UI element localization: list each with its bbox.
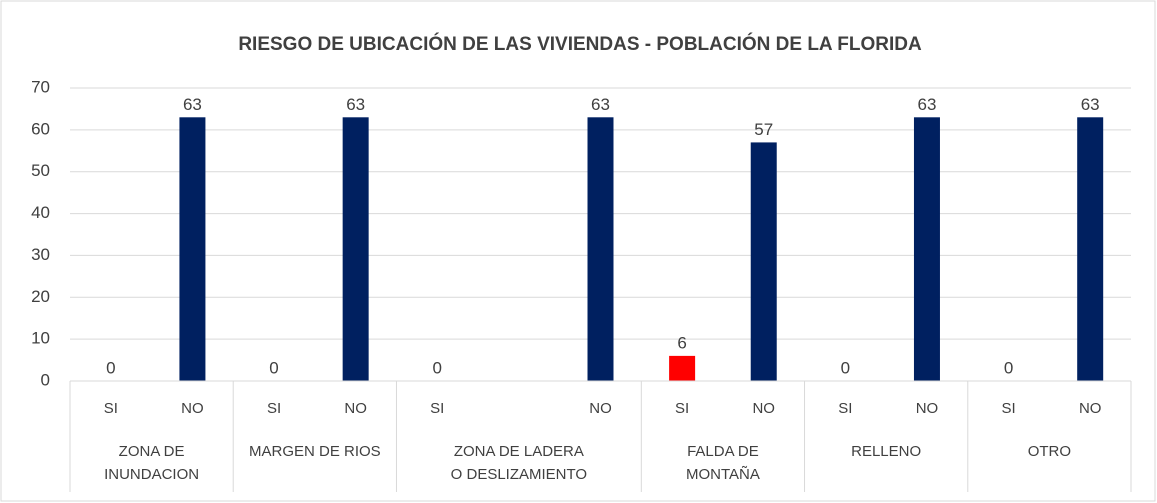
y-tick-label: 50 [31, 161, 50, 180]
bar [342, 117, 369, 382]
x-tick-label: SI [267, 400, 281, 417]
y-tick-label: 40 [31, 203, 50, 222]
y-tick-label: 20 [31, 287, 50, 306]
x-tick-label: NO [1079, 400, 1102, 417]
x-tick-label: NO [752, 400, 775, 417]
x-tick-label: SI [1001, 400, 1015, 417]
y-tick-label: 30 [31, 245, 50, 264]
bar [913, 117, 940, 382]
x-tick-label: NO [589, 400, 612, 417]
data-label: 0 [269, 358, 278, 377]
data-label: 0 [433, 358, 442, 377]
chart-title: RIESGO DE UBICACIÓN DE LAS VIVIENDAS - P… [238, 33, 922, 55]
data-label: 63 [1081, 95, 1100, 114]
group-label: OTRO [1027, 443, 1072, 460]
data-label: 0 [841, 358, 850, 377]
x-tick-label: SI [104, 400, 118, 417]
group-label: FALDA DE MONTAÑA [685, 443, 760, 483]
y-tick-label: 10 [31, 329, 50, 348]
bar [750, 142, 777, 381]
data-label: 63 [918, 95, 937, 114]
x-tick-label: NO [916, 400, 939, 417]
data-label: 0 [1004, 358, 1013, 377]
data-label: 57 [754, 120, 773, 139]
bar [179, 117, 206, 382]
bar [669, 355, 696, 381]
data-label: 6 [677, 333, 686, 352]
data-label: 63 [346, 95, 365, 114]
data-label: 63 [591, 95, 610, 114]
group-label: MARGEN DE RIOS [249, 443, 381, 460]
group-label: RELLENO [851, 443, 922, 460]
bar [1077, 117, 1104, 382]
x-tick-label: NO [181, 400, 204, 417]
x-tick-label: SI [675, 400, 689, 417]
y-tick-label: 0 [41, 370, 50, 389]
data-label: 63 [183, 95, 202, 114]
bar [587, 117, 614, 382]
x-tick-label: SI [838, 400, 852, 417]
group-label: ZONA DE INUNDACION [104, 443, 200, 483]
x-tick-label: NO [344, 400, 367, 417]
y-tick-label: 70 [31, 77, 50, 96]
x-tick-label: SI [430, 400, 444, 417]
data-label: 0 [106, 358, 115, 377]
group-label: ZONA DE LADERA O DESLIZAMIENTO [450, 443, 588, 483]
y-tick-label: 60 [31, 119, 50, 138]
